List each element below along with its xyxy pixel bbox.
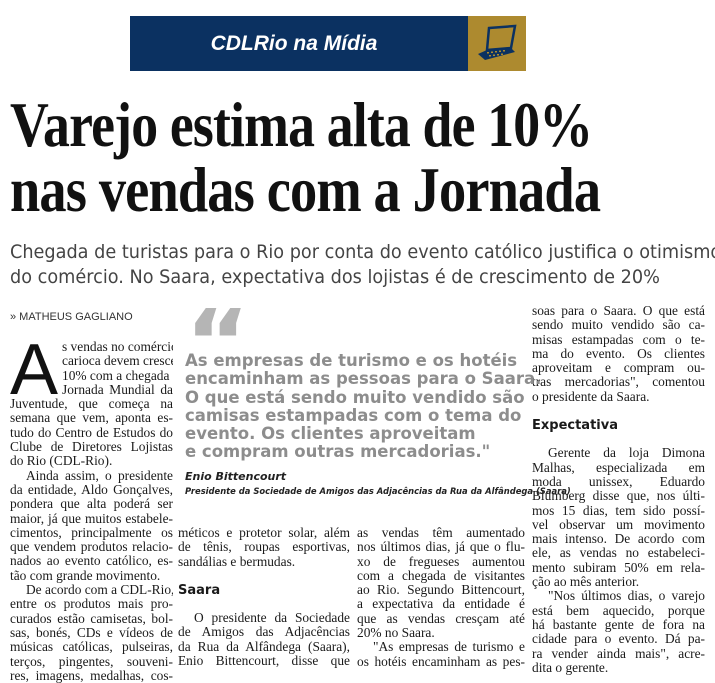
text-line: ma do evento. Os clientes	[532, 346, 705, 361]
laptop-icon	[468, 16, 526, 71]
text-line: Blumberg disse que, nos últi-	[532, 489, 705, 504]
text-line: da Rua da Alfândega (Saara),	[178, 639, 350, 654]
text-line: De acordo com a CDL-Rio,	[26, 583, 173, 598]
text-line: vel observar um movimento	[532, 517, 705, 532]
quote-text: As empresas de turismo e os hotéis encami…	[185, 351, 542, 462]
text-line: nos últimos dias, já que o flu-	[357, 540, 525, 555]
text-line: que as vendas cresçam até	[357, 611, 525, 626]
text-line: misas estampadas com o te-	[532, 332, 705, 347]
subtitle-line: do comércio. No Saara, expectativa dos l…	[10, 266, 660, 288]
quote-mark-icon: “	[185, 308, 559, 352]
text-line: ao Rio. Segundo Bittencourt,	[357, 583, 525, 598]
quote-line: encaminham as pessoas para o Saara.	[185, 369, 542, 389]
text-line: carioca devem crescer	[62, 354, 173, 369]
text-line: nados ao evento católico, es-	[10, 554, 173, 569]
text-line: Jornada Mundial da	[62, 382, 173, 397]
text-line: ra vender ainda mais", acre-	[532, 646, 705, 661]
text-line: tão com grande movimento.	[10, 568, 161, 583]
text-line: curados estão camisetas, bol-	[10, 611, 173, 626]
text-line: dita o gerente.	[532, 660, 609, 675]
quote-line: e compram outras mercadorias."	[185, 442, 491, 462]
article-column-1: s vendas no comércio carioca devem cresce…	[10, 340, 173, 683]
text-line: "Nos últimos dias, o varejo	[548, 589, 705, 604]
pull-quote: “ As empresas de turismo e os hotéisenca…	[185, 308, 571, 496]
headline-line-2: nas vendas com a Jornada	[10, 154, 601, 225]
text-line: xo de fregueses aumentou	[357, 554, 525, 569]
text-line: Enio Bittencourt, disse que	[178, 654, 350, 669]
article-column-2: méticos e protetor solar, além de tênis, …	[178, 526, 350, 668]
text-line: sendo muito vendido são ca-	[532, 318, 705, 333]
text-line: do Rio (CDL-Rio).	[10, 454, 113, 469]
quote-line: camisas estampadas com o tema do	[185, 405, 522, 425]
text-line: mento subiram 50% em rela-	[532, 560, 705, 575]
text-line: maior, já que muitos estabele-	[10, 511, 173, 526]
text-line: cimentos, principalmente os	[10, 525, 173, 540]
drop-cap: A	[10, 330, 59, 410]
text-line: há bastante gente de fora na	[532, 617, 705, 632]
text-line: entre os produtos mais pro-	[10, 597, 173, 612]
text-line: O presidente da Sociedade	[194, 611, 350, 626]
text-line: mos 15 dias, tem sido possí-	[532, 503, 705, 518]
text-line: da entidade, Aldo Gonçalves,	[10, 482, 173, 497]
quote-line: As empresas de turismo e os hotéis	[185, 351, 518, 370]
text-line: músicas católicas, pulseiras,	[10, 640, 173, 655]
text-line: 10% com a chegada da	[62, 368, 173, 383]
text-line: res, imagens, medalhas, cos-	[10, 668, 173, 683]
quote-author: Enio Bittencourt	[185, 469, 287, 483]
text-line: s vendas no comércio	[62, 340, 173, 354]
article-column-4: soas para o Saara. O que está sendo muito…	[532, 304, 705, 675]
text-line: Gerente da loja Dimona	[548, 446, 705, 461]
text-line: de Amigos das Adjacências	[178, 625, 350, 640]
text-line: ção ao mês anterior.	[532, 575, 640, 590]
text-line: Ainda assim, o presidente	[26, 468, 173, 483]
text-line: pondera que alta poderá ser	[10, 497, 173, 512]
banner-title: CDLRio na Mídia	[210, 31, 378, 55]
article-column-3: as vendas têm aumentado nos últimos dias,…	[357, 526, 525, 669]
text-line: que vendem produtos relacio-	[10, 540, 173, 555]
text-line: ele, as vendas no estabeleci-	[532, 546, 705, 561]
text-line: semana que vem, aponta es-	[10, 411, 173, 426]
text-line: 20% no Saara.	[357, 626, 435, 641]
quote-line: evento. Os clientes aproveitam	[185, 424, 476, 444]
subtitle: Chegada de turistas para o Rio por conta…	[10, 240, 715, 290]
text-line: aproveitam e compram ou-	[532, 361, 705, 376]
text-line: de tênis, roupas esportivas,	[178, 540, 350, 555]
text-line: Clube de Diretores Lojistas	[10, 440, 173, 455]
text-line: está bem aquecido, porque	[532, 603, 705, 618]
text-line: moda unissex, Eduardo	[532, 474, 705, 489]
text-line: o presidente da Saara.	[532, 389, 650, 404]
text-line: as vendas têm aumentado	[357, 526, 525, 540]
text-line: tudo do Centro de Estudos do	[10, 425, 173, 440]
text-line: a expectativa da entidade é	[357, 597, 525, 612]
section-heading: Expectativa	[532, 418, 618, 434]
quote-author-role: Presidente da Sociedade de Amigos das Ad…	[185, 485, 571, 496]
headline-line-1: Varejo estima alta de 10%	[10, 89, 593, 160]
text-line: sas, bonés, CDs e vídeos de	[10, 625, 173, 640]
text-line: méticos e protetor solar, além	[178, 526, 350, 540]
text-line: sandálias e bermudas.	[178, 554, 296, 569]
text-line: com a chegada de visitantes	[357, 568, 525, 583]
text-line: os hotéis encaminham as pes-	[357, 654, 525, 669]
text-line: mais intenso. De acordo com	[532, 532, 705, 547]
section-banner: CDLRio na Mídia	[130, 16, 526, 71]
quote-line: O que está sendo muito vendido são	[185, 387, 525, 407]
section-heading: Saara	[178, 582, 221, 598]
text-line: soas para o Saara. O que está	[532, 304, 705, 318]
subtitle-line: Chegada de turistas para o Rio por conta…	[10, 241, 715, 263]
text-line: "As empresas de turismo e	[373, 640, 525, 655]
text-line: Juventude, que começa na	[10, 397, 173, 412]
byline: » MATHEUS GAGLIANO	[10, 311, 133, 323]
text-line: tras mercadorias", comentou	[532, 375, 705, 390]
text-line: Malhas, especializada em	[532, 460, 705, 475]
text-line: cidade para o evento. Dá pa-	[532, 632, 705, 647]
text-line: terços, pingentes, souveni-	[10, 654, 173, 669]
